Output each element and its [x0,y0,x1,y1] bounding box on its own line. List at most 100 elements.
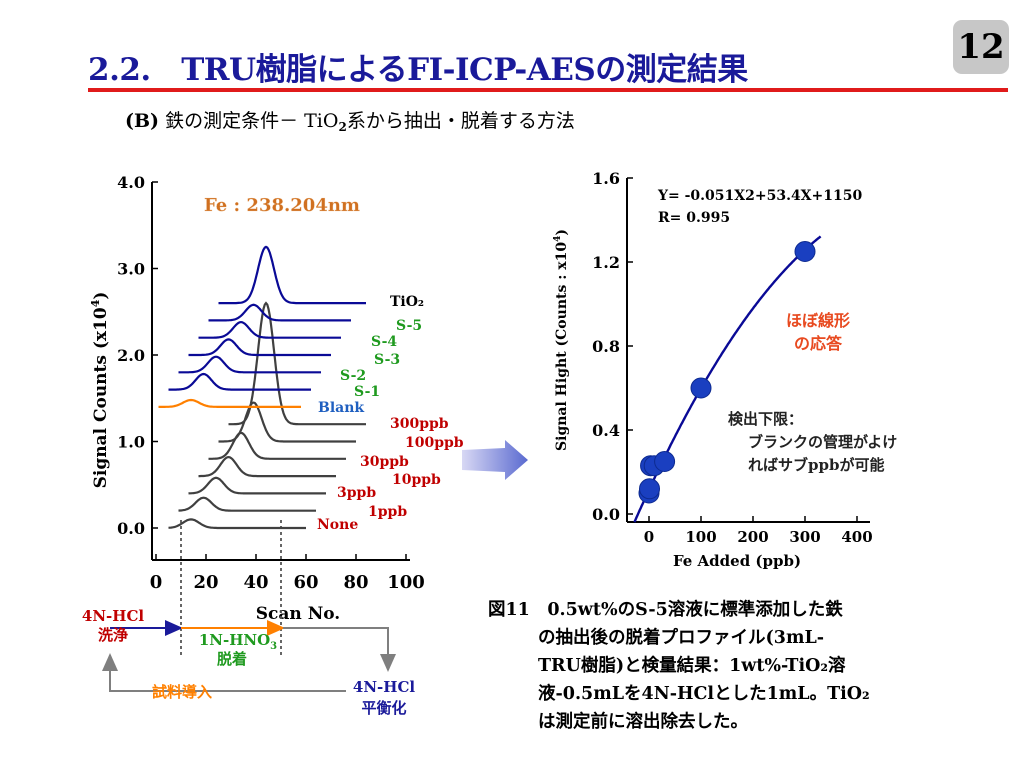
wash-label-line1: 4N-HCl [82,607,144,625]
caption-line: は測定前に溶出除去した。 [538,712,748,732]
series-label: 300ppb [390,416,449,432]
element-label: Fe : 238.204nm [204,195,360,216]
profile-trace [198,455,336,478]
subtitle-text-after: 系から抽出・脱着する方法 [346,110,575,132]
page-number-badge: 12 [953,20,1009,74]
profile-trace [168,372,311,391]
right-y-tick-label: 0.8 [592,337,620,356]
sample-loop-arrow [102,653,346,692]
linear-annotation-line1: ほぼ線形 [786,311,850,330]
equilibrate-label-line1: 4N-HCl [353,678,415,696]
limit-annotation-line1: 検出下限： [728,410,803,428]
left-x-tick-label: 40 [243,572,268,593]
right-x-tick-label: 100 [685,528,716,546]
slide-title: 2.2. TRU樹脂によるFI-ICP-AESの測定結果 [88,52,748,88]
series-label: S-3 [374,352,400,368]
profile-trace [198,320,341,339]
profile-trace [188,338,331,357]
profile-trace [178,355,321,374]
profile-trace [228,301,366,426]
subtitle-prefix: (B) [125,110,160,132]
right-x-tick-label: 200 [737,528,768,546]
series-label: TiO₂ [390,294,424,310]
series-label: 10ppb [392,472,441,488]
profile-trace [188,476,326,495]
series-label: S-1 [354,384,380,400]
wash-label-line2: 洗浄 [98,626,128,644]
profile-trace [168,518,306,530]
right-y-axis-label: Signal Hight (Counts : x104) [553,229,570,451]
caption-line: 図11 0.5wt%のS-5溶液に標準添加した鉄 [488,600,843,620]
profile-trace [158,398,301,408]
sample-intro-label: 試料導入 [152,683,212,701]
subtitle-subscript: 2 [338,120,347,134]
subtitle-text-before: 鉄の測定条件－ TiO [165,110,339,132]
elution-profile-chart: Signal Counts (x104) Scan No. Fe : 238.2… [89,173,464,655]
series-label: 30ppb [360,454,409,470]
caption-line: 液-0.5mLを4N-HClとした1mL。TiO₂ [538,684,870,704]
series-label: None [317,517,358,533]
series-label: 3ppb [337,485,376,501]
left-y-tick-label: 1.0 [117,433,145,452]
data-point [794,241,816,262]
right-x-tick-label: 300 [789,528,820,546]
elute-label-sub: 3 [270,641,277,652]
left-x-tick-label: 60 [293,572,318,593]
series-label: S-5 [396,318,422,334]
left-x-tick-label: 100 [387,572,425,593]
profile-trace [178,496,316,512]
fit-r-value: R= 0.995 [658,210,730,226]
series-label: S-2 [340,368,366,384]
right-x-tick-label: 0 [644,528,654,546]
left-y-tick-label: 2.0 [117,346,145,365]
data-point [690,377,712,399]
profile-trace [218,245,366,305]
left-y-tick-label: 3.0 [117,260,145,279]
left-x-axis-label: Scan No. [256,604,340,624]
left-y-label-exp: 4 [89,299,102,307]
series-label: S-4 [371,334,397,350]
data-point [639,478,661,500]
profile-trace [208,303,351,322]
right-y-tick-label: 1.2 [592,253,620,272]
caption-line: TRU樹脂)と検量結果：1wt%-TiO₂溶 [538,656,846,676]
series-label: 100ppb [405,435,464,451]
caption-line: の抽出後の脱着プロファイル(3mL- [538,628,825,648]
profile-trace [218,401,356,443]
left-y-tick-label: 0.0 [117,519,145,538]
calibration-chart: Signal Hight (Counts : x104) Fe Added (p… [553,169,897,570]
data-point [654,451,676,472]
limit-annotation-line3: ればサブppbが可能 [748,456,884,474]
left-x-tick-label: 80 [343,572,368,593]
limit-annotation-line2: ブランクの管理がよけ [748,433,897,451]
linear-annotation-line2: の応答 [794,334,843,353]
right-y-label-base: Signal Hight (Counts : x10 [554,242,570,451]
figure-caption: 図11 0.5wt%のS-5溶液に標準添加した鉄 の抽出後の脱着プロファイル(3… [488,596,968,736]
equilibrate-label-line2: 平衡化 [361,699,406,717]
right-y-label-close: ) [554,229,570,236]
series-label: Blank [318,400,364,416]
transition-block-arrow [462,440,528,480]
svg-text:Signal Hight (Counts : x104): Signal Hight (Counts : x104) [553,229,570,451]
elute-label-base: 1N-HNO [199,631,270,649]
procedure-flow-diagram: 4N-HCl 洗浄 1N-HNO3 脱着 試料導入 4N-HCl 平衡化 [82,607,415,717]
subtitle: (B) 鉄の測定条件－ TiO2系から抽出・脱着する方法 [125,106,575,134]
left-x-tick-label: 20 [193,572,218,593]
elute-label-line1: 1N-HNO3 [199,631,277,652]
svg-text:Signal Counts (x104): Signal Counts (x104) [89,292,111,489]
fit-equation: Y= -0.051X2+53.4X+1150 [657,188,862,204]
right-y-tick-label: 1.6 [592,169,620,188]
series-label: 1ppb [368,504,407,520]
right-y-label-exp: 4 [553,236,563,242]
left-y-label-close: ) [91,292,111,300]
right-y-tick-label: 0.4 [592,421,620,440]
left-y-label-base: Signal Counts (x10 [91,307,111,488]
equilibrate-arrow [283,627,396,672]
left-y-axis-label: Signal Counts (x104) [89,292,111,489]
left-x-tick-label: 0 [150,572,163,593]
right-x-tick-label: 400 [841,528,872,546]
fit-curve [633,235,822,523]
profile-trace [208,431,346,460]
left-y-tick-label: 4.0 [117,173,145,192]
